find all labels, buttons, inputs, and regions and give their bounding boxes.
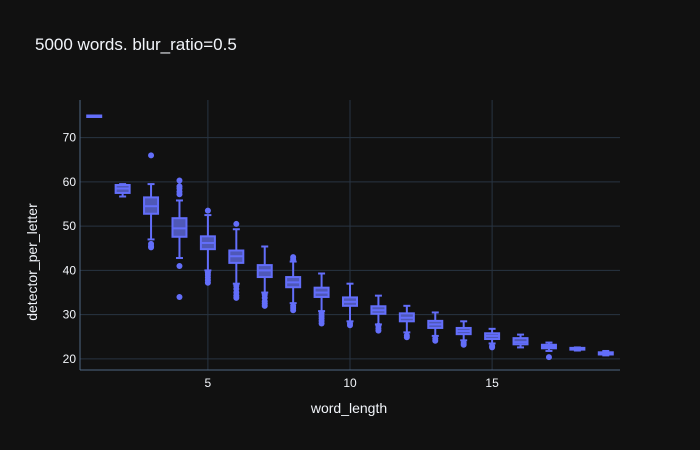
x-axis-title: word_length — [310, 400, 387, 416]
x-tick-label: 5 — [205, 376, 212, 390]
y-tick-label: 30 — [63, 308, 77, 322]
outlier-point — [148, 244, 155, 251]
outlier-point — [489, 344, 496, 351]
outlier-point — [176, 262, 183, 269]
outlier-point — [261, 302, 268, 309]
outlier-point — [233, 220, 240, 227]
box-word-length-6 — [228, 220, 245, 301]
box-word-length-2 — [114, 183, 131, 198]
box-word-length-12 — [398, 304, 415, 341]
boxes-layer — [86, 114, 614, 361]
y-axis-title: detector_per_letter — [24, 203, 40, 321]
chart-title: 5000 words. blur_ratio=0.5 — [35, 35, 237, 54]
box-word-length-17 — [540, 341, 557, 361]
y-tick-label: 50 — [63, 219, 77, 233]
box-word-length-15 — [484, 327, 501, 351]
outlier-point — [545, 354, 552, 361]
outlier-point — [233, 294, 240, 301]
y-tick-label: 70 — [63, 131, 77, 145]
outlier-point — [290, 307, 297, 314]
outlier-point — [176, 293, 183, 300]
outlier-point — [375, 327, 382, 334]
outlier-point — [403, 334, 410, 341]
outlier-point — [432, 337, 439, 344]
box-word-length-16 — [512, 333, 529, 349]
y-tick-labels: 20 30 40 50 60 70 — [63, 131, 77, 366]
y-tick-label: 40 — [63, 263, 77, 277]
outlier-point — [148, 152, 155, 159]
box-word-length-7 — [256, 245, 273, 309]
box-word-length-13 — [427, 311, 444, 344]
box-word-length-5 — [199, 207, 216, 286]
y-tick-label: 20 — [63, 352, 77, 366]
outlier-point — [318, 320, 325, 327]
box-word-length-3 — [143, 152, 160, 251]
y-tick-label: 60 — [63, 175, 77, 189]
box-word-length-4 — [171, 177, 188, 300]
box-word-length-9 — [313, 272, 330, 327]
box-word-length-14 — [455, 320, 472, 348]
box-word-length-8 — [285, 254, 302, 314]
outlier-point — [176, 191, 183, 198]
outlier-point — [176, 177, 183, 184]
x-tick-label: 10 — [343, 376, 357, 390]
x-tick-label: 15 — [485, 376, 499, 390]
outlier-point — [347, 322, 353, 329]
outlier-point — [204, 279, 211, 286]
box-word-length-11 — [370, 294, 387, 334]
box-word-length-1 — [86, 114, 103, 118]
box-word-length-19 — [597, 349, 614, 357]
outlier-point — [204, 207, 211, 214]
x-tick-labels: 5 10 15 — [205, 376, 500, 390]
box-word-length-18 — [569, 346, 586, 352]
outlier-point — [290, 256, 297, 263]
box-word-length-10 — [342, 282, 358, 329]
outlier-point — [460, 341, 467, 348]
